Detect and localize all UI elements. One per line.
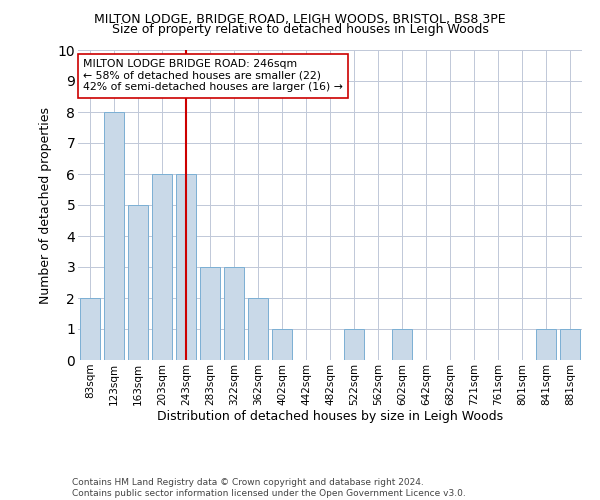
Y-axis label: Number of detached properties: Number of detached properties [39, 106, 52, 304]
Text: Contains HM Land Registry data © Crown copyright and database right 2024.
Contai: Contains HM Land Registry data © Crown c… [72, 478, 466, 498]
Bar [152, 174, 172, 360]
Bar [248, 298, 268, 360]
Bar [392, 329, 412, 360]
Bar [128, 205, 148, 360]
Bar [200, 267, 220, 360]
Bar [176, 174, 196, 360]
Bar [104, 112, 124, 360]
Text: MILTON LODGE, BRIDGE ROAD, LEIGH WOODS, BRISTOL, BS8 3PE: MILTON LODGE, BRIDGE ROAD, LEIGH WOODS, … [94, 12, 506, 26]
Bar [224, 267, 244, 360]
Bar [536, 329, 556, 360]
Text: Size of property relative to detached houses in Leigh Woods: Size of property relative to detached ho… [112, 22, 488, 36]
Bar [560, 329, 580, 360]
Text: MILTON LODGE BRIDGE ROAD: 246sqm
← 58% of detached houses are smaller (22)
42% o: MILTON LODGE BRIDGE ROAD: 246sqm ← 58% o… [83, 60, 343, 92]
Bar [272, 329, 292, 360]
Bar [344, 329, 364, 360]
Bar [80, 298, 100, 360]
X-axis label: Distribution of detached houses by size in Leigh Woods: Distribution of detached houses by size … [157, 410, 503, 424]
